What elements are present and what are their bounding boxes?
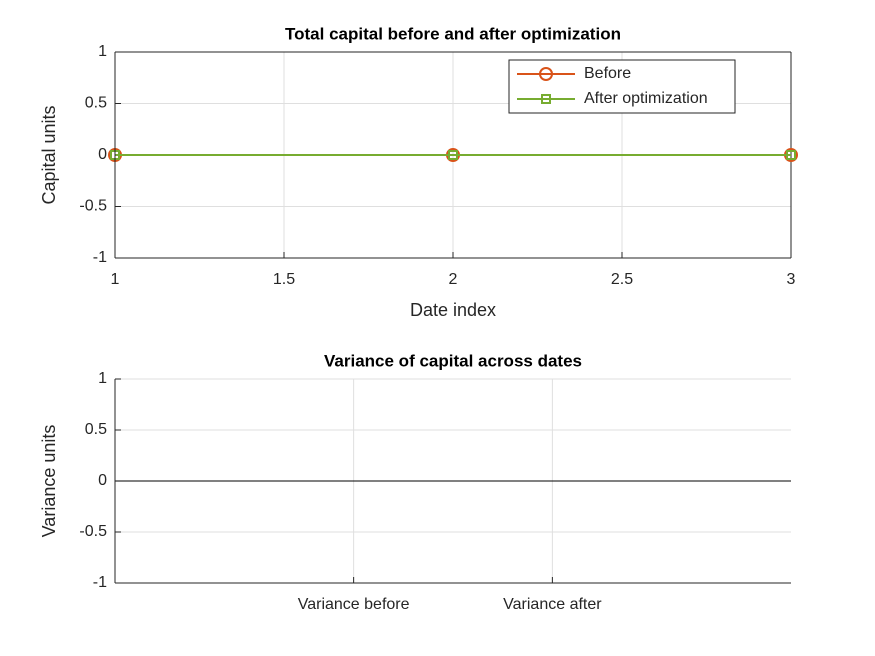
y-tick-label: 1 (98, 370, 107, 387)
legend-marker (541, 94, 551, 104)
y-tick-label: 0 (98, 146, 107, 163)
y-axis-label: Capital units (39, 105, 59, 204)
chart-title: Total capital before and after optimizat… (285, 24, 621, 43)
y-tick-label: 1 (98, 43, 107, 60)
x-axis-label: Date index (410, 300, 496, 320)
chart-title: Variance of capital across dates (324, 351, 582, 370)
x-tick-label: Variance after (503, 596, 602, 613)
marker (448, 150, 458, 160)
x-tick-label: Variance before (298, 596, 410, 613)
legend-label: Before (584, 65, 631, 82)
x-tick-label: 1 (111, 271, 120, 288)
y-tick-label: -1 (93, 574, 107, 591)
x-tick-label: 3 (787, 271, 796, 288)
legend-marker (539, 67, 553, 81)
x-tick-label: 1.5 (273, 271, 295, 288)
y-tick-label: 0 (98, 472, 107, 489)
y-tick-label: -0.5 (79, 523, 107, 540)
y-tick-label: -1 (93, 249, 107, 266)
y-axis-label: Variance units (39, 425, 59, 538)
marker (786, 150, 796, 160)
y-tick-label: 0.5 (85, 421, 107, 438)
legend-label: After optimization (584, 90, 708, 107)
x-tick-label: 2 (449, 271, 458, 288)
y-tick-label: -0.5 (79, 198, 107, 215)
y-tick-label: 0.5 (85, 95, 107, 112)
x-tick-label: 2.5 (611, 271, 633, 288)
